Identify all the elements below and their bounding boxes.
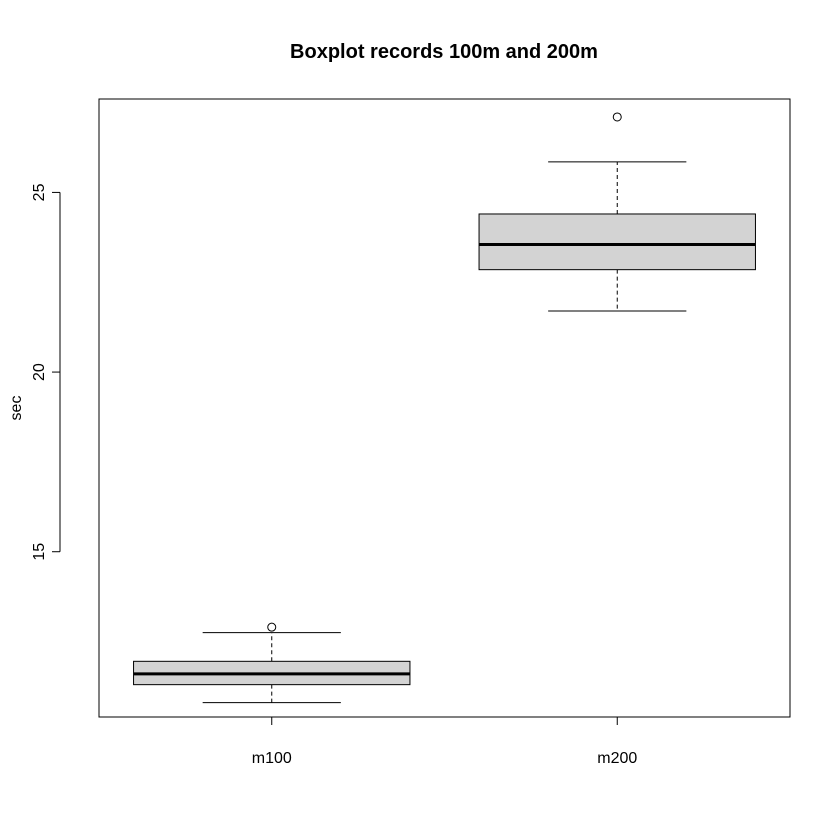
outlier-point [267, 622, 277, 632]
y-axis: 15 20 25 [31, 183, 61, 561]
x-tick-label: m100 [252, 750, 292, 767]
y-axis-label: sec [8, 396, 25, 421]
y-tick-label: 25 [31, 183, 48, 201]
outlier-point [612, 112, 622, 122]
chart-title: Boxplot records 100m and 200m [290, 41, 598, 63]
iqr-box [478, 213, 756, 271]
x-axis: m100 m200 [252, 716, 637, 767]
x-tick-label: m200 [597, 750, 637, 767]
y-tick-label: 20 [31, 363, 48, 381]
boxes-group [133, 112, 756, 704]
y-tick-label: 15 [31, 543, 48, 561]
box-m200 [478, 112, 756, 312]
plot-frame [98, 98, 791, 718]
box-m100 [133, 622, 411, 704]
